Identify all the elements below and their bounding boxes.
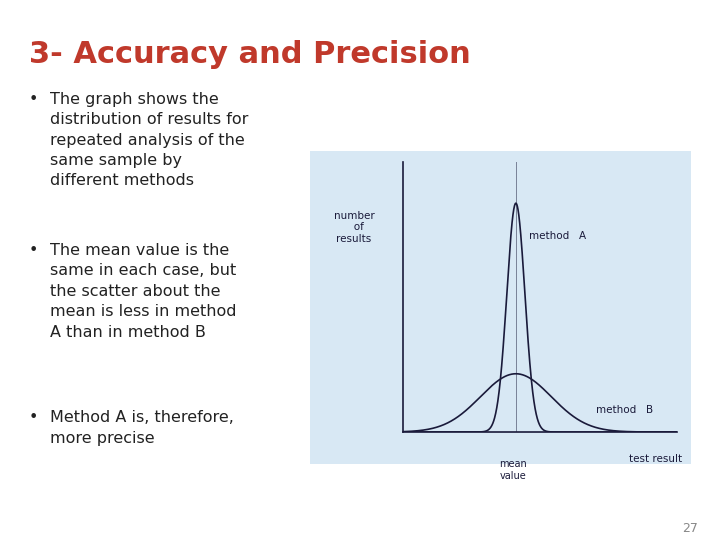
- Text: •: •: [29, 410, 38, 426]
- Text: number
   of
results: number of results: [333, 211, 374, 244]
- Text: 3- Accuracy and Precision: 3- Accuracy and Precision: [29, 40, 471, 69]
- Text: method   B: method B: [596, 405, 654, 415]
- Text: test result: test result: [629, 454, 683, 464]
- Text: The mean value is the
same in each case, but
the scatter about the
mean is less : The mean value is the same in each case,…: [50, 243, 237, 340]
- Text: method   A: method A: [528, 231, 586, 241]
- Text: •: •: [29, 243, 38, 258]
- Text: The graph shows the
distribution of results for
repeated analysis of the
same sa: The graph shows the distribution of resu…: [50, 92, 249, 188]
- Text: •: •: [29, 92, 38, 107]
- Text: 27: 27: [683, 523, 698, 536]
- Text: Method A is, therefore,
more precise: Method A is, therefore, more precise: [50, 410, 234, 446]
- Text: mean
value: mean value: [499, 459, 527, 481]
